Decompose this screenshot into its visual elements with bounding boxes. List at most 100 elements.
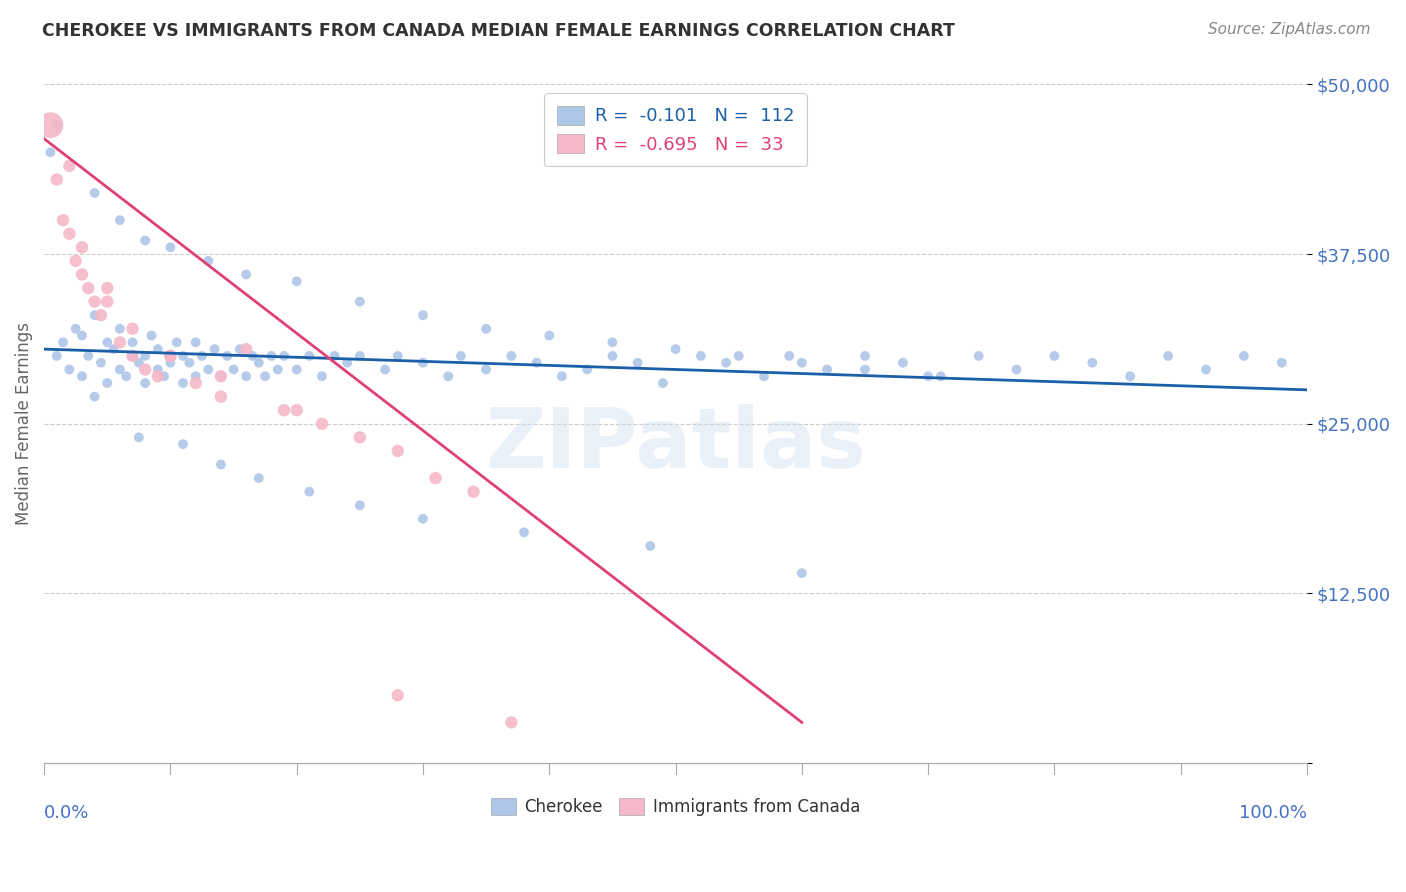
Point: [374, 362, 396, 376]
Point: [134, 376, 156, 390]
Point: [222, 362, 245, 376]
Point: [146, 362, 169, 376]
Point: [929, 369, 952, 384]
Point: [70, 240, 93, 254]
Point: [689, 349, 711, 363]
Point: [853, 349, 876, 363]
Point: [121, 349, 143, 363]
Point: [727, 349, 749, 363]
Point: [134, 234, 156, 248]
Point: [166, 335, 188, 350]
Point: [242, 349, 264, 363]
Point: [412, 308, 434, 322]
Point: [1157, 349, 1180, 363]
Point: [58, 362, 80, 376]
Point: [254, 369, 277, 384]
Point: [45, 349, 67, 363]
Point: [298, 484, 321, 499]
Point: [967, 349, 990, 363]
Point: [336, 356, 359, 370]
Point: [387, 444, 409, 458]
Point: [209, 369, 232, 384]
Point: [153, 369, 176, 384]
Point: [45, 172, 67, 186]
Point: [108, 362, 131, 376]
Point: [853, 362, 876, 376]
Point: [90, 356, 112, 370]
Point: [387, 349, 409, 363]
Point: [209, 369, 232, 384]
Point: [349, 498, 371, 512]
Point: [39, 118, 62, 132]
Point: [917, 369, 939, 384]
Point: [538, 328, 561, 343]
Point: [70, 328, 93, 343]
Point: [349, 294, 371, 309]
Point: [311, 417, 333, 431]
Point: [425, 471, 447, 485]
Point: [70, 268, 93, 282]
Point: [159, 349, 181, 363]
Point: [602, 349, 624, 363]
Point: [172, 376, 194, 390]
Point: [191, 349, 214, 363]
Point: [96, 281, 118, 295]
Point: [815, 362, 838, 376]
Point: [714, 356, 737, 370]
Point: [83, 390, 105, 404]
Point: [285, 403, 308, 417]
Point: [273, 403, 295, 417]
Point: [437, 369, 460, 384]
Point: [475, 362, 498, 376]
Point: [96, 335, 118, 350]
Text: CHEROKEE VS IMMIGRANTS FROM CANADA MEDIAN FEMALE EARNINGS CORRELATION CHART: CHEROKEE VS IMMIGRANTS FROM CANADA MEDIA…: [42, 22, 955, 40]
Point: [115, 369, 138, 384]
Point: [77, 349, 100, 363]
Point: [83, 294, 105, 309]
Point: [1233, 349, 1256, 363]
Point: [197, 362, 219, 376]
Point: [184, 376, 207, 390]
Point: [501, 349, 523, 363]
Point: [121, 335, 143, 350]
Point: [128, 356, 150, 370]
Point: [891, 356, 914, 370]
Point: [146, 369, 169, 384]
Point: [513, 525, 536, 540]
Point: [65, 253, 87, 268]
Point: [108, 322, 131, 336]
Point: [58, 227, 80, 241]
Point: [197, 253, 219, 268]
Point: [501, 715, 523, 730]
Point: [790, 356, 813, 370]
Point: [247, 471, 270, 485]
Point: [172, 349, 194, 363]
Point: [1081, 356, 1104, 370]
Point: [83, 308, 105, 322]
Point: [790, 566, 813, 580]
Point: [412, 512, 434, 526]
Point: [184, 369, 207, 384]
Point: [526, 356, 548, 370]
Point: [1195, 362, 1218, 376]
Point: [179, 356, 201, 370]
Point: [39, 145, 62, 160]
Point: [52, 335, 75, 350]
Point: [141, 328, 163, 343]
Legend: Cherokee, Immigrants from Canada: Cherokee, Immigrants from Canada: [484, 791, 868, 822]
Point: [134, 362, 156, 376]
Point: [627, 356, 650, 370]
Point: [664, 342, 686, 356]
Point: [204, 342, 226, 356]
Point: [229, 342, 252, 356]
Point: [217, 349, 239, 363]
Point: [602, 335, 624, 350]
Point: [267, 362, 290, 376]
Point: [70, 369, 93, 384]
Point: [65, 322, 87, 336]
Point: [128, 430, 150, 444]
Point: [96, 376, 118, 390]
Point: [235, 369, 257, 384]
Point: [83, 186, 105, 200]
Point: [52, 213, 75, 227]
